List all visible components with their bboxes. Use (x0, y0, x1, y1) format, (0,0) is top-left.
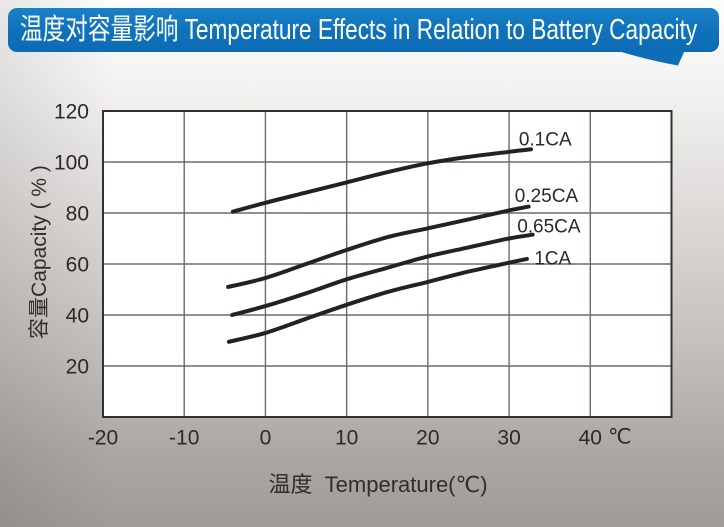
y-axis-title: 容量Capacity ( % ) (28, 165, 51, 339)
curve-0.25CA (226, 204, 531, 289)
x-tick-label-20: 20 (416, 426, 439, 449)
y-tick-label-40: 40 (66, 304, 89, 327)
series-label-1CA: 1CA (534, 249, 571, 270)
x-tick-label-40: 40 (579, 426, 602, 449)
x-axis-unit-label: ℃ (608, 425, 632, 448)
series-label-0.1CA: 0.1CA (519, 130, 572, 151)
y-tick-label-60: 60 (66, 253, 89, 276)
x-axis-title: 温度 Temperature(℃) (268, 472, 488, 497)
y-tick-label-80: 80 (66, 202, 89, 225)
banner-tail-shape (615, 50, 685, 66)
series-label-0.65CA: 0.65CA (517, 216, 581, 237)
curve-1CA (226, 256, 529, 344)
title-banner: 温度对容量影响 Temperature Effects in Relation … (8, 8, 719, 52)
x-tick-label-30: 30 (497, 426, 520, 449)
x-tick-label--10: -10 (169, 426, 199, 449)
page-title: 温度对容量影响 Temperature Effects in Relation … (20, 14, 698, 46)
y-tick-label-120: 120 (54, 100, 89, 123)
banner-tail-icon (615, 50, 685, 66)
x-tick-label-10: 10 (335, 426, 358, 449)
y-tick-label-100: 100 (54, 151, 89, 174)
plot-border (102, 110, 673, 418)
x-tick-label--20: -20 (88, 426, 118, 449)
x-tick-label-0: 0 (260, 426, 272, 449)
y-tick-label-20: 20 (66, 355, 89, 378)
curve-0.1CA (230, 147, 533, 214)
curve-0.65CA (230, 232, 535, 317)
series-label-0.25CA: 0.25CA (515, 186, 579, 207)
